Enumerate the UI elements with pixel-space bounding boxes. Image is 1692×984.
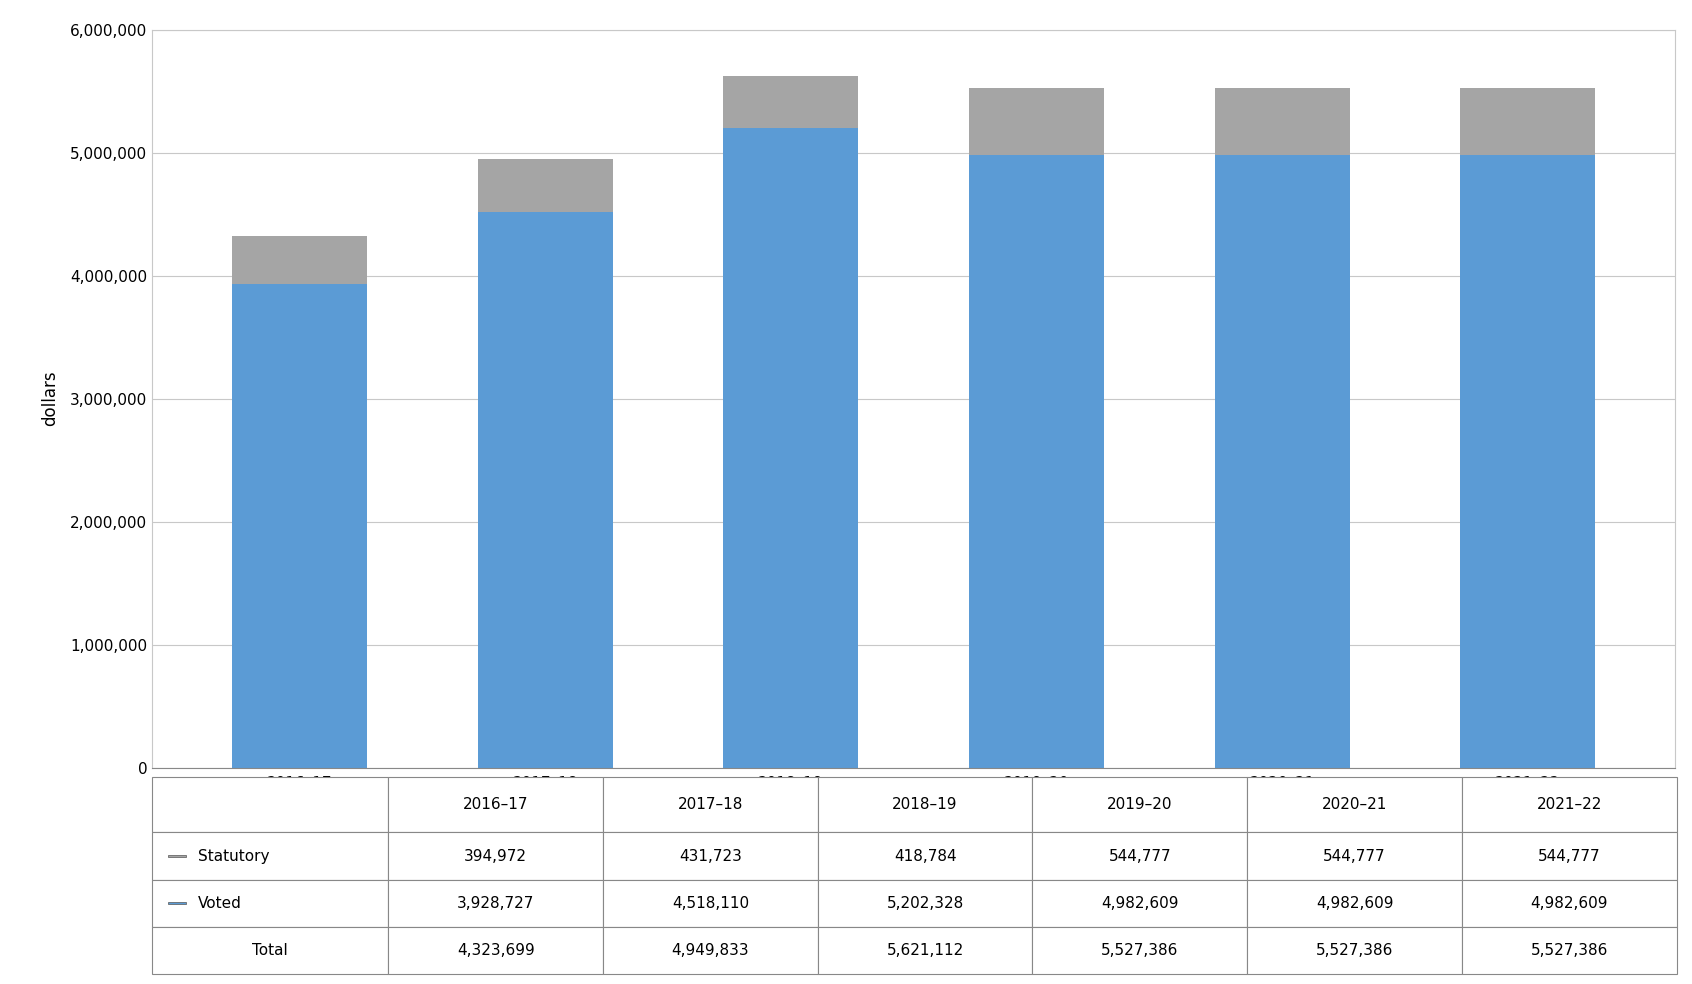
Bar — [168, 902, 186, 904]
Bar — [1215, 154, 1350, 768]
Y-axis label: dollars: dollars — [41, 371, 59, 426]
Text: 4,982,609: 4,982,609 — [1531, 895, 1607, 911]
Bar — [1462, 777, 1677, 832]
Bar — [1032, 927, 1247, 974]
Text: 2019–20: 2019–20 — [1107, 797, 1173, 813]
Bar — [387, 832, 602, 880]
Bar — [152, 927, 387, 974]
Bar — [1462, 880, 1677, 927]
Bar — [817, 777, 1032, 832]
Text: 544,777: 544,777 — [1108, 848, 1171, 864]
Text: 5,527,386: 5,527,386 — [1316, 943, 1393, 958]
Bar — [1247, 832, 1462, 880]
Bar — [602, 777, 817, 832]
Text: 418,784: 418,784 — [893, 848, 956, 864]
Text: 5,527,386: 5,527,386 — [1531, 943, 1607, 958]
Bar — [1460, 88, 1596, 154]
Text: Statutory: Statutory — [198, 848, 269, 864]
Text: 4,982,609: 4,982,609 — [1316, 895, 1393, 911]
Text: 431,723: 431,723 — [678, 848, 741, 864]
Bar — [1462, 927, 1677, 974]
Bar — [152, 777, 387, 832]
Bar — [152, 832, 387, 880]
Text: 2016–17: 2016–17 — [464, 797, 528, 813]
Bar — [387, 880, 602, 927]
Bar — [817, 832, 1032, 880]
Bar — [1032, 777, 1247, 832]
Text: 4,982,609: 4,982,609 — [1101, 895, 1179, 911]
Bar — [724, 128, 858, 768]
Text: 3,928,727: 3,928,727 — [457, 895, 535, 911]
Bar — [168, 855, 186, 857]
Bar — [602, 880, 817, 927]
Text: 4,323,699: 4,323,699 — [457, 943, 535, 958]
Text: 5,621,112: 5,621,112 — [887, 943, 964, 958]
Bar — [1462, 832, 1677, 880]
Bar — [602, 927, 817, 974]
Bar — [387, 927, 602, 974]
Text: 5,202,328: 5,202,328 — [887, 895, 964, 911]
Bar — [970, 88, 1105, 154]
Bar — [152, 880, 387, 927]
Bar — [724, 76, 858, 128]
Text: 2018–19: 2018–19 — [892, 797, 958, 813]
Text: 2017–18: 2017–18 — [678, 797, 743, 813]
Text: 4,518,110: 4,518,110 — [672, 895, 750, 911]
Bar — [1247, 777, 1462, 832]
Bar — [817, 927, 1032, 974]
Bar — [1247, 927, 1462, 974]
Bar — [477, 212, 613, 768]
Text: 4,949,833: 4,949,833 — [672, 943, 750, 958]
Text: 394,972: 394,972 — [464, 848, 528, 864]
Text: 2021–22: 2021–22 — [1536, 797, 1602, 813]
Text: 544,777: 544,777 — [1323, 848, 1386, 864]
Text: Total: Total — [252, 943, 288, 958]
Bar — [232, 284, 367, 768]
Bar — [387, 777, 602, 832]
Bar — [1032, 832, 1247, 880]
Bar — [477, 158, 613, 212]
Bar — [817, 880, 1032, 927]
Bar — [1215, 88, 1350, 154]
Bar — [1032, 880, 1247, 927]
Text: 5,527,386: 5,527,386 — [1101, 943, 1179, 958]
Bar — [970, 154, 1105, 768]
Bar — [602, 832, 817, 880]
Text: 544,777: 544,777 — [1538, 848, 1601, 864]
Bar — [1247, 880, 1462, 927]
Bar — [232, 236, 367, 284]
Text: 2020–21: 2020–21 — [1321, 797, 1387, 813]
Text: Voted: Voted — [198, 895, 242, 911]
Bar — [1460, 154, 1596, 768]
